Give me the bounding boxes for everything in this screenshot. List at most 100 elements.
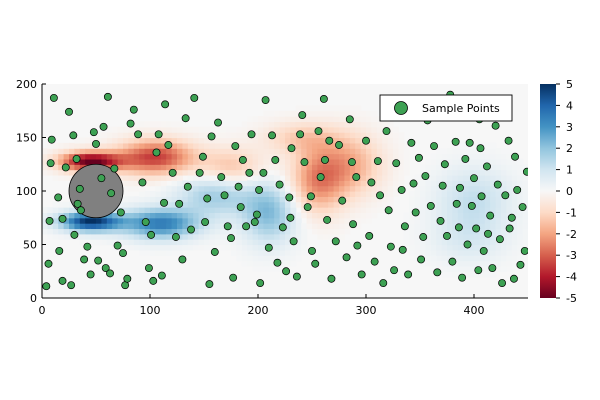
heatmap-cell [123, 233, 129, 240]
heatmap-cell [339, 217, 345, 224]
heatmap-cell [328, 121, 335, 128]
heatmap-cell [79, 239, 86, 246]
heatmap-cell [263, 174, 270, 181]
heatmap-cell [295, 191, 302, 197]
heatmap-cell [279, 217, 286, 224]
heatmap-cell [425, 233, 432, 240]
heatmap-cell [382, 158, 389, 165]
heatmap-cell [490, 244, 497, 251]
heatmap-cell [144, 153, 151, 160]
heatmap-cell [112, 239, 119, 246]
heatmap-cell [144, 180, 151, 187]
heatmap-cell [517, 228, 524, 235]
heatmap-cell [177, 249, 183, 256]
heatmap-cell [220, 180, 227, 187]
heatmap-cell [349, 185, 356, 192]
heatmap-cell [63, 212, 70, 219]
heatmap-cell [290, 121, 297, 128]
heatmap-cell [274, 207, 281, 213]
heatmap-cell [258, 158, 264, 165]
heatmap-cell [490, 239, 497, 246]
heatmap-cell [495, 217, 502, 224]
heatmap-cell [139, 212, 146, 219]
heatmap-cell [258, 191, 264, 197]
sample-point [214, 118, 222, 127]
sample-point [349, 220, 357, 229]
heatmap-cell [490, 228, 497, 235]
heatmap-cell [344, 191, 351, 197]
heatmap-cell [123, 126, 129, 133]
heatmap-cell [409, 217, 416, 224]
heatmap-cell [501, 239, 507, 246]
heatmap-cell [285, 207, 291, 213]
heatmap-cell [123, 239, 129, 246]
heatmap-cell [58, 233, 65, 240]
heatmap-cell [339, 110, 345, 117]
heatmap-cell [463, 169, 470, 176]
heatmap-cell [182, 239, 189, 246]
heatmap-cell [382, 164, 389, 171]
heatmap-cell [133, 169, 140, 176]
sample-point [103, 92, 112, 101]
heatmap-cell [306, 110, 313, 117]
heatmap-cell [279, 116, 286, 123]
heatmap-cell [479, 153, 486, 160]
heatmap-cell [236, 126, 243, 133]
heatmap-cell [387, 180, 394, 187]
heatmap-cell [252, 116, 259, 123]
heatmap-cell [182, 244, 189, 251]
heatmap-cell [150, 244, 156, 251]
heatmap-cell [295, 180, 302, 187]
heatmap-cell [436, 255, 443, 262]
sample-point [278, 223, 287, 232]
heatmap-cell [171, 201, 178, 208]
heatmap-cell [333, 116, 340, 123]
heatmap-cell [295, 217, 302, 224]
heatmap-cell [441, 260, 448, 267]
heatmap-cell [468, 217, 475, 224]
heatmap-cell [349, 169, 356, 176]
heatmap-cell [355, 169, 362, 176]
heatmap-cell [117, 239, 124, 246]
heatmap-cell [420, 217, 426, 224]
heatmap-cell [301, 169, 308, 176]
heatmap-cell [457, 212, 464, 219]
heatmap-cell [328, 153, 335, 160]
heatmap-cell [187, 169, 194, 176]
heatmap-cell [268, 180, 275, 187]
heatmap-cell [166, 228, 173, 235]
heatmap-cell [490, 142, 497, 149]
heatmap-cell [328, 196, 335, 203]
heatmap-cell [252, 174, 259, 181]
heatmap-cell [382, 142, 389, 149]
heatmap-cell [322, 212, 329, 219]
sample-point [119, 249, 127, 258]
heatmap-cell [204, 201, 210, 208]
heatmap-cell [225, 196, 232, 203]
heatmap-cell [106, 228, 113, 235]
heatmap-cell [403, 158, 410, 165]
heatmap-cell [144, 169, 151, 176]
sample-point [86, 270, 95, 279]
colorbar-tick-label: -2 [566, 228, 577, 241]
heatmap-cell [479, 265, 486, 272]
heatmap-cell [47, 153, 54, 160]
heatmap-cell [349, 212, 356, 219]
heatmap-cell [328, 212, 335, 219]
heatmap-cell [285, 169, 291, 176]
heatmap-cell [241, 137, 248, 144]
heatmap-cell [436, 228, 443, 235]
sample-point [76, 206, 85, 215]
heatmap-cell [63, 153, 70, 160]
sample-point [178, 255, 187, 264]
heatmap-cell [112, 132, 119, 139]
heatmap-cell [193, 207, 200, 213]
heatmap-cell [63, 228, 70, 235]
heatmap-cell [258, 126, 264, 133]
heatmap-cell [339, 228, 345, 235]
heatmap-cell [328, 207, 335, 213]
heatmap-cell [333, 121, 340, 128]
heatmap-cell [63, 223, 70, 230]
heatmap-cell [231, 153, 237, 160]
heatmap-cell [123, 196, 129, 203]
